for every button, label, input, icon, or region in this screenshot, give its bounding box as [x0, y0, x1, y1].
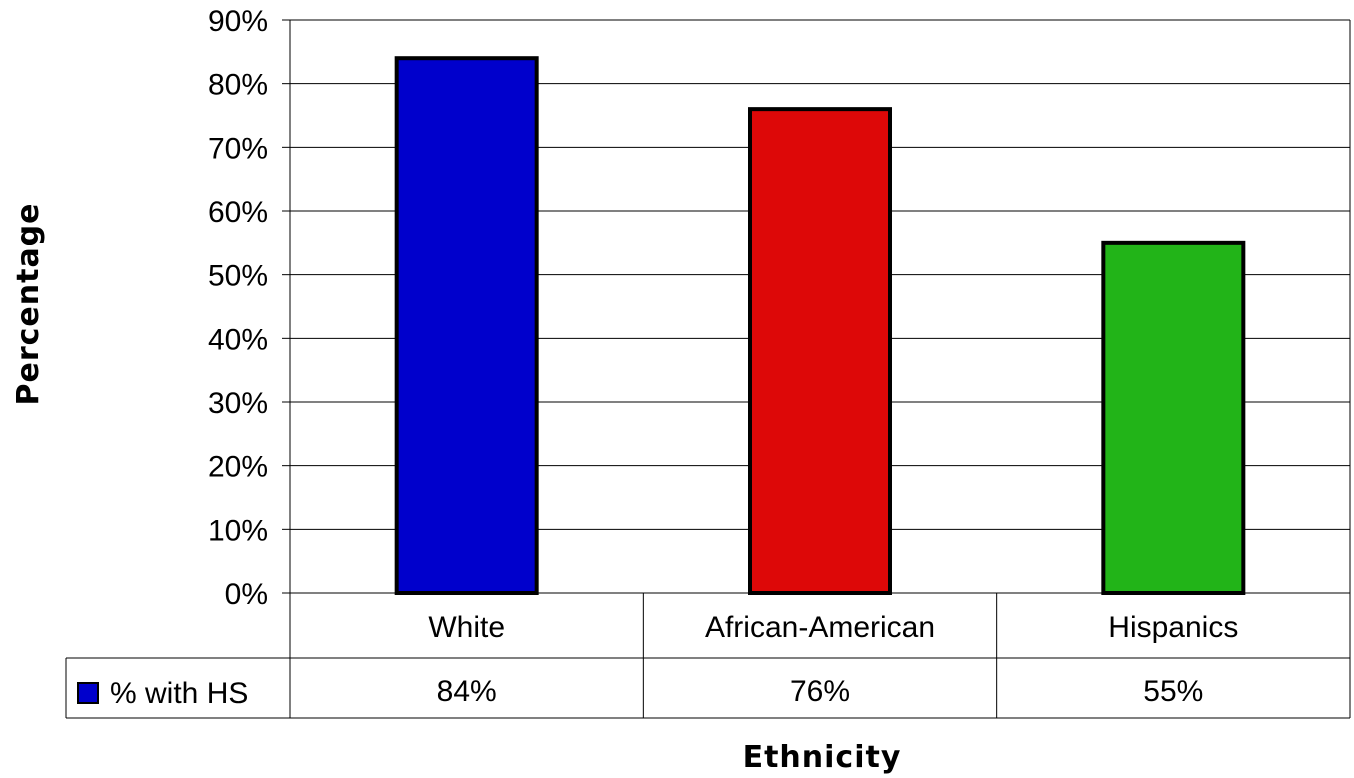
y-tick-label: 70% — [208, 132, 268, 165]
y-axis-title: Percentage — [11, 202, 46, 405]
data-table: White African-American Hispanics 84% 76% 55%%… — [65, 592, 1351, 719]
bars — [394, 56, 1246, 595]
x-category-label: African-American — [705, 611, 935, 644]
y-tick-label: 10% — [208, 514, 268, 547]
y-tick-label: 90% — [208, 5, 268, 38]
bar-african-american — [748, 107, 892, 595]
y-tick-label: 80% — [208, 69, 268, 102]
legend-marker — [77, 682, 99, 704]
data-value-label: 84% — [437, 675, 497, 708]
y-tick-label: 0% — [225, 578, 268, 611]
y-tick-label: 30% — [208, 387, 268, 420]
x-category-label: White — [428, 611, 505, 644]
bar-white — [394, 56, 539, 595]
y-tick-label: 50% — [208, 260, 268, 293]
x-axis-title: Ethnicity — [743, 740, 902, 775]
y-tick-label: 20% — [208, 451, 268, 484]
y-axis-ticks: 0% 10% 20% 30% 40% 50% 60% 70% 80% 90% — [208, 5, 290, 611]
bar-hispanics — [1101, 240, 1246, 595]
data-value-label: 55% — [1143, 675, 1203, 708]
legend-series-name: % with HS — [110, 677, 248, 710]
x-category-label: Hispanics — [1108, 611, 1238, 644]
y-tick-label: 40% — [208, 323, 268, 356]
y-tick-label: 60% — [208, 196, 268, 229]
data-value-label: 76% — [790, 675, 850, 708]
